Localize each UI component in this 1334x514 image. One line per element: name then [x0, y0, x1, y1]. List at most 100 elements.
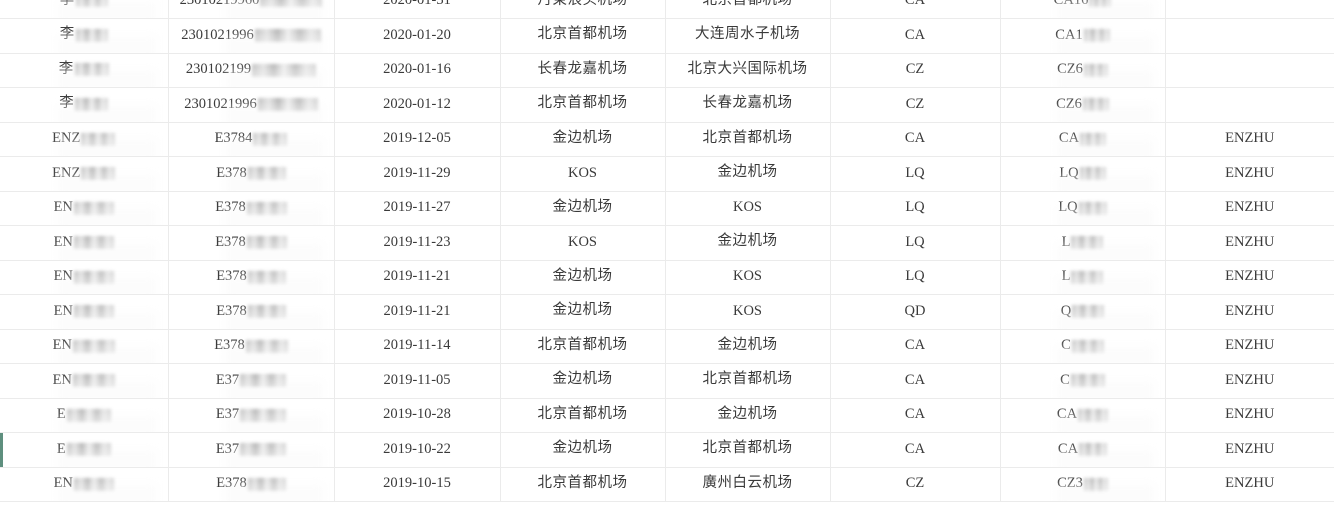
table-row[interactable]: 李 23010219960 2020-01-31 丹東浪头机场 北京首都机场 CA CA16	[0, 0, 1334, 19]
table-row[interactable]: E E37 2019-10-22 金边机场 北京首都机场 CA CA ENZHU	[0, 432, 1334, 468]
arrival-airport-cell-value: KOS	[732, 268, 762, 285]
flight-date-cell: 2019-10-15	[334, 467, 501, 502]
table-row[interactable]: EN E378 2019-11-14 北京首都机场 金边机场 CA C ENZHU	[0, 329, 1334, 364]
arrival-airport-cell: 北京大兴国际机场	[665, 53, 831, 88]
table-row[interactable]: EN E378 2019-11-27 金边机场 KOS LQ LQ ENZHU	[0, 191, 1334, 226]
operator-cell-value: ENZHU	[1225, 130, 1275, 147]
passenger-name-cell: EN	[0, 363, 169, 399]
departure-airport-cell-value: 金边机场	[552, 302, 613, 319]
id-number-cell-redaction	[253, 132, 288, 146]
operator-cell: ENZHU	[1165, 156, 1334, 192]
id-number-cell: E3784	[168, 122, 335, 157]
departure-airport-cell-value: 北京首都机场	[537, 336, 628, 353]
operator-cell: ENZHU	[1165, 225, 1334, 261]
operator-cell-value: ENZHU	[1225, 406, 1275, 423]
table-row[interactable]: ENZ E3784 2019-12-05 金边机场 北京首都机场 CA CA ENZHU	[0, 122, 1334, 157]
flight-number-cell-value: CA1	[1055, 26, 1083, 43]
arrival-airport-cell-value: KOS	[732, 302, 762, 319]
operator-cell: ENZHU	[1165, 191, 1334, 226]
table-row[interactable]: E E37 2019-10-28 北京首都机场 金边机场 CA CA ENZHU	[0, 398, 1334, 433]
passenger-name-cell: EN	[0, 225, 169, 261]
flight-number-cell-redaction	[1083, 477, 1108, 491]
passenger-name-cell-value: 李	[59, 26, 75, 43]
flight-number-cell-redaction	[1080, 132, 1107, 146]
arrival-airport-cell: KOS	[665, 294, 831, 330]
id-number-cell-value: E378	[214, 337, 245, 354]
table-row[interactable]: EN E37 2019-11-05 金边机场 北京首都机场 CA C ENZHU	[0, 363, 1334, 399]
departure-airport-cell: 金边机场	[500, 432, 666, 468]
flight-date-cell: 2020-01-20	[334, 18, 501, 54]
id-number-cell: E378	[168, 191, 335, 226]
passenger-name-cell: E	[0, 432, 169, 468]
flight-number-cell-redaction	[1071, 236, 1104, 250]
flight-number-cell-value: CZ6	[1057, 61, 1083, 78]
id-number-cell-value: E378	[216, 475, 247, 492]
flight-date-cell-value: 2019-10-22	[383, 440, 451, 457]
flight-number-cell-redaction	[1083, 63, 1108, 77]
airline-code-cell: CZ	[830, 53, 1001, 88]
departure-airport-cell: 北京首都机场	[500, 87, 666, 123]
airline-code-cell-value: LQ	[905, 164, 925, 181]
table-row[interactable]: EN E378 2019-11-23 KOS 金边机场 LQ L ENZHU	[0, 225, 1334, 261]
flight-date-cell: 2019-11-21	[334, 260, 501, 295]
operator-cell: ENZHU	[1165, 432, 1334, 468]
departure-airport-cell: 北京首都机场	[500, 329, 666, 364]
flight-date-cell-value: 2019-11-27	[383, 199, 451, 216]
passenger-name-cell-redaction	[73, 236, 114, 250]
flight-date-cell-value: 2019-10-15	[383, 475, 451, 492]
arrival-airport-cell: 金边机场	[665, 398, 831, 433]
id-number-cell-redaction	[246, 201, 287, 215]
departure-airport-cell-value: 长春龙嘉机场	[537, 60, 628, 77]
id-number-cell-redaction	[257, 98, 318, 112]
table-row[interactable]: ENZ E378 2019-11-29 KOS 金边机场 LQ LQ ENZHU	[0, 156, 1334, 192]
flight-date-cell: 2019-11-21	[334, 294, 501, 330]
id-number-cell-redaction	[240, 443, 287, 457]
airline-code-cell-value: QD	[904, 302, 926, 319]
table-row[interactable]: EN E378 2019-10-15 北京首都机场 廣州白云机场 CZ CZ3 ENZHU	[0, 467, 1334, 502]
airline-code-cell: QD	[830, 294, 1001, 330]
operator-cell	[1165, 18, 1334, 54]
flight-date-cell-value: 2019-11-14	[383, 337, 451, 354]
airline-code-cell: LQ	[830, 191, 1001, 226]
airline-code-cell: CA	[830, 0, 1001, 19]
flight-number-cell-redaction	[1079, 443, 1108, 457]
flight-number-cell-value: L	[1061, 268, 1071, 285]
flight-number-cell-value: CA16	[1054, 0, 1089, 9]
arrival-airport-cell: 北京首都机场	[665, 0, 831, 19]
passenger-name-cell-value: EN	[53, 268, 73, 285]
airline-code-cell-value: CA	[904, 130, 926, 147]
id-number-cell-value: 230102199	[185, 61, 252, 78]
flight-date-cell-value: 2019-11-29	[383, 164, 451, 181]
flight-date-cell-value: 2019-11-05	[383, 371, 451, 388]
flight-date-cell: 2020-01-31	[334, 0, 501, 19]
table-row[interactable]: 李 230102199 2020-01-16 长春龙嘉机场 北京大兴国际机场 CZ CZ6	[0, 53, 1334, 88]
passenger-name-cell-redaction	[75, 28, 108, 42]
airline-code-cell: CA	[830, 329, 1001, 364]
table-row[interactable]: 李 2301021996 2020-01-12 北京首都机场 长春龙嘉机场 CZ CZ6	[0, 87, 1334, 123]
departure-airport-cell-value: 金边机场	[552, 371, 613, 388]
passenger-name-cell: 李	[0, 87, 169, 123]
flight-date-cell: 2020-01-16	[334, 53, 501, 88]
table-row[interactable]: EN E378 2019-11-21 金边机场 KOS QD Q ENZHU	[0, 294, 1334, 330]
airline-code-cell-value: CA	[904, 406, 926, 423]
arrival-airport-cell: 北京首都机场	[665, 432, 831, 468]
flight-number-cell-redaction	[1079, 167, 1106, 181]
flight-number-cell-value: LQ	[1058, 199, 1078, 216]
table-row[interactable]: 李 2301021996 2020-01-20 北京首都机场 大连周水子机场 CA CA1	[0, 18, 1334, 54]
id-number-cell-value: 2301021996	[184, 95, 257, 112]
operator-cell-value: ENZHU	[1225, 164, 1275, 181]
airline-code-cell-value: CZ	[905, 95, 925, 112]
operator-cell-value: ENZHU	[1225, 475, 1275, 492]
passenger-name-cell-value: EN	[53, 199, 73, 216]
passenger-name-cell: EN	[0, 467, 169, 502]
passenger-name-cell: 李	[0, 53, 169, 88]
id-number-cell-value: E37	[215, 371, 240, 388]
flight-date-cell: 2019-10-28	[334, 398, 501, 433]
id-number-cell-redaction	[247, 167, 286, 181]
departure-airport-cell: KOS	[500, 156, 666, 192]
operator-cell: ENZHU	[1165, 260, 1334, 295]
arrival-airport-cell: 长春龙嘉机场	[665, 87, 831, 123]
table-row[interactable]: EN E378 2019-11-21 金边机场 KOS LQ L ENZHU	[0, 260, 1334, 295]
flight-date-cell-value: 2019-12-05	[383, 130, 451, 147]
id-number-cell: E378	[168, 225, 335, 261]
